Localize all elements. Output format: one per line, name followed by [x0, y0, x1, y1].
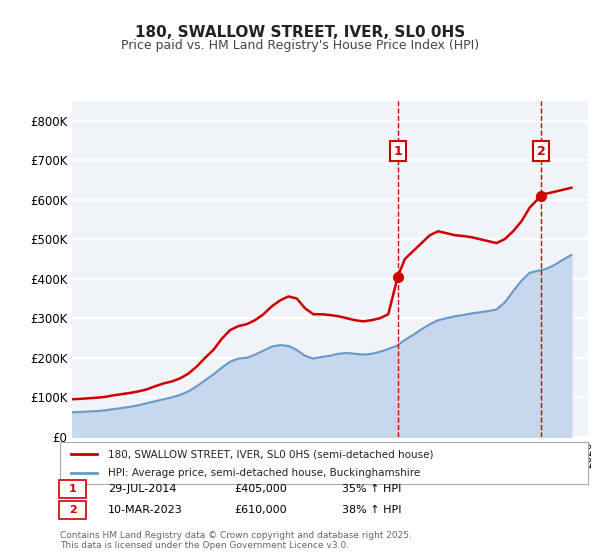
Text: HPI: Average price, semi-detached house, Buckinghamshire: HPI: Average price, semi-detached house,…	[107, 468, 420, 478]
Text: £610,000: £610,000	[234, 505, 287, 515]
Text: 180, SWALLOW STREET, IVER, SL0 0HS (semi-detached house): 180, SWALLOW STREET, IVER, SL0 0HS (semi…	[107, 449, 433, 459]
Text: 1: 1	[69, 484, 76, 494]
Text: 35% ↑ HPI: 35% ↑ HPI	[342, 484, 401, 494]
Text: 10-MAR-2023: 10-MAR-2023	[108, 505, 183, 515]
Text: £405,000: £405,000	[234, 484, 287, 494]
Text: Contains HM Land Registry data © Crown copyright and database right 2025.
This d: Contains HM Land Registry data © Crown c…	[60, 530, 412, 550]
Text: 1: 1	[394, 144, 402, 158]
Text: 38% ↑ HPI: 38% ↑ HPI	[342, 505, 401, 515]
Text: 2: 2	[69, 505, 76, 515]
Text: Price paid vs. HM Land Registry's House Price Index (HPI): Price paid vs. HM Land Registry's House …	[121, 39, 479, 52]
Text: 29-JUL-2014: 29-JUL-2014	[108, 484, 176, 494]
Text: 180, SWALLOW STREET, IVER, SL0 0HS: 180, SWALLOW STREET, IVER, SL0 0HS	[135, 25, 465, 40]
Text: 2: 2	[537, 144, 545, 158]
